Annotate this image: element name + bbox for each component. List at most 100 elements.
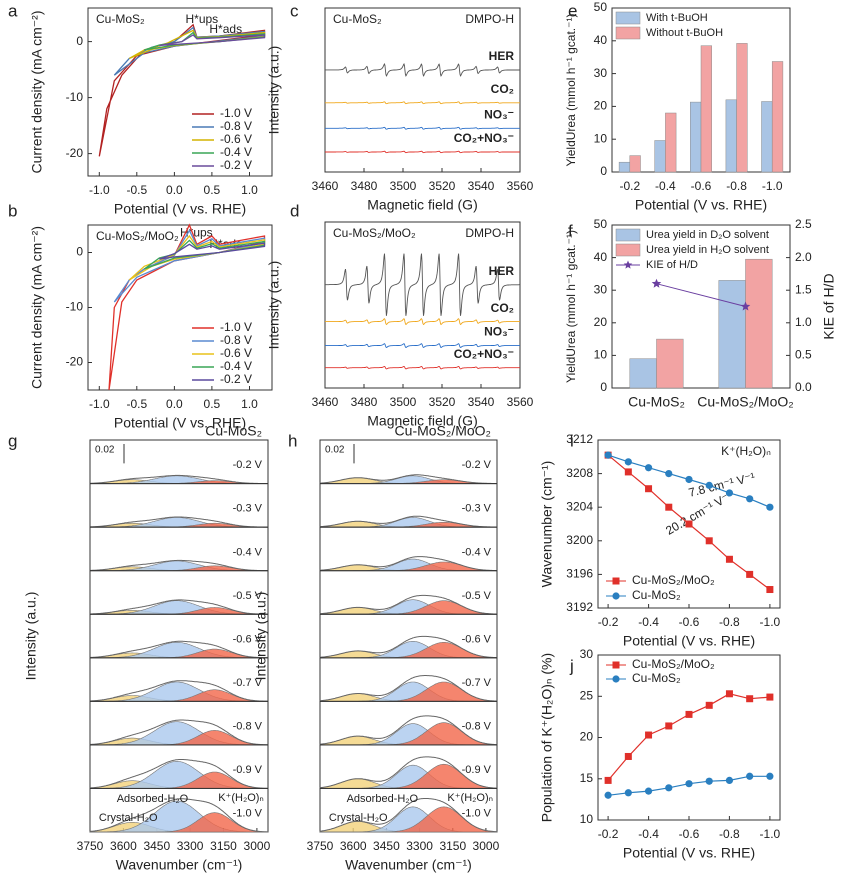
trace-label: NO₃⁻ bbox=[484, 325, 514, 339]
y-tick-label: 20 bbox=[594, 315, 608, 329]
x-tick-label: 3600 bbox=[340, 839, 367, 853]
data-point bbox=[746, 495, 754, 503]
y-tick-label: -20 bbox=[66, 355, 84, 369]
y-tick-label: -20 bbox=[66, 146, 84, 160]
legend-label: -0.8 V bbox=[220, 333, 252, 347]
row-label: -0.3 V bbox=[233, 503, 263, 515]
envelope bbox=[319, 515, 498, 528]
scale-bar-label: 0.02 bbox=[95, 445, 115, 456]
x-tick-label: 3150 bbox=[210, 839, 237, 853]
row-label: -0.2 V bbox=[462, 459, 492, 471]
envelope bbox=[319, 756, 498, 789]
legend-label: Cu-MoS₂ bbox=[632, 588, 681, 602]
y-tick-label: 3196 bbox=[566, 567, 593, 581]
y-tick-label: 40 bbox=[594, 33, 608, 47]
legend-swatch bbox=[615, 26, 641, 40]
x-tick-label: 3540 bbox=[468, 179, 495, 193]
envelope bbox=[320, 556, 497, 572]
x-tick-label: 3300 bbox=[406, 839, 433, 853]
x-tick-label: 3560 bbox=[507, 395, 534, 409]
y-tick-label: 20 bbox=[594, 99, 608, 113]
row-label: -0.7 V bbox=[233, 677, 263, 689]
bar bbox=[700, 45, 712, 173]
line-series bbox=[656, 283, 746, 307]
x-tick-label: 3450 bbox=[373, 839, 400, 853]
y-axis-label: Intensity (a.u.) bbox=[266, 261, 282, 350]
y-axis-label: Intensity (a.u.) bbox=[253, 592, 269, 681]
y-tick-label: 10 bbox=[594, 131, 608, 145]
panel-letter: f bbox=[568, 221, 573, 240]
y-tick-label: 15 bbox=[580, 771, 594, 785]
x-tick-label: -0.2 bbox=[598, 827, 619, 841]
cv-curve bbox=[159, 34, 266, 47]
legend-marker bbox=[612, 592, 620, 600]
x-tick-label: -0.6 bbox=[679, 827, 700, 841]
envelope bbox=[90, 599, 268, 615]
row-label: -0.4 V bbox=[233, 546, 263, 558]
data-point bbox=[685, 520, 693, 528]
row-label: -0.6 V bbox=[462, 633, 492, 645]
x-tick-label: -0.8 bbox=[719, 827, 740, 841]
legend-label: Urea yield in H₂O solvent bbox=[646, 244, 769, 256]
data-point bbox=[644, 787, 653, 795]
legend-label: -0.2 V bbox=[220, 372, 252, 386]
x-tick-label: -1.0 bbox=[760, 615, 781, 629]
panel-letter: b bbox=[8, 201, 17, 220]
x-tick-label: 3300 bbox=[177, 839, 204, 853]
row-label: -0.7 V bbox=[462, 677, 492, 689]
bar bbox=[665, 112, 677, 173]
legend-marker bbox=[612, 577, 620, 585]
cv-curve bbox=[144, 31, 266, 51]
row-label: -1.0 V bbox=[462, 808, 492, 820]
epr-trace bbox=[325, 318, 520, 326]
plot-frame bbox=[597, 654, 781, 821]
data-point bbox=[685, 780, 693, 788]
data-point bbox=[705, 701, 713, 709]
y2-tick-label: 0.0 bbox=[795, 380, 812, 394]
data-point bbox=[685, 710, 693, 718]
x-tick-label: 1.0 bbox=[241, 397, 258, 411]
component-label: K⁺(H₂O)ₙ bbox=[447, 792, 493, 804]
component-label: Adsorbed-H₂O bbox=[117, 793, 189, 805]
envelope bbox=[90, 474, 268, 484]
y-axis-label: Intensity (a.u.) bbox=[266, 46, 282, 135]
envelope bbox=[89, 516, 268, 528]
x-tick-label: 3750 bbox=[77, 839, 104, 853]
x-tick-label: 3500 bbox=[390, 179, 417, 193]
x-tick-label: 3750 bbox=[307, 839, 334, 853]
panel-letter: e bbox=[568, 1, 577, 20]
y-axis-label: Population of K⁺(H₂O)ₙ (%) bbox=[539, 653, 555, 822]
y-tick-label: 3208 bbox=[566, 466, 593, 480]
legend-label: -0.4 V bbox=[220, 145, 252, 159]
cv-curve bbox=[128, 29, 266, 60]
data-point bbox=[604, 776, 612, 784]
x-tick-label: 0.0 bbox=[166, 397, 183, 411]
panel-title: Cu-MoS₂/MoO₂ bbox=[333, 226, 416, 240]
y2-tick-label: 1.0 bbox=[795, 315, 812, 329]
x-tick-label: -0.8 bbox=[726, 179, 747, 193]
data-point bbox=[644, 464, 653, 472]
data-point bbox=[665, 503, 673, 511]
data-point bbox=[604, 791, 612, 799]
x-tick-label: 3600 bbox=[110, 839, 137, 853]
row-label: -0.8 V bbox=[233, 721, 263, 733]
row-label: -0.9 V bbox=[462, 764, 492, 776]
panel-title: Cu-MoS₂/MoO₂ bbox=[395, 423, 491, 439]
x-tick-label: -1.0 bbox=[89, 183, 110, 197]
x-axis-label: Potential (V vs. RHE) bbox=[623, 633, 755, 649]
data-point bbox=[624, 458, 632, 466]
epr-trace bbox=[325, 366, 520, 370]
y-tick-label: 20 bbox=[580, 730, 594, 744]
plot-frame bbox=[87, 7, 273, 177]
y-tick-label: 40 bbox=[594, 250, 608, 264]
data-point bbox=[665, 722, 673, 730]
data-point bbox=[740, 301, 751, 311]
data-point bbox=[746, 772, 754, 780]
legend-label: -0.6 V bbox=[220, 346, 252, 360]
y2-tick-label: 2.0 bbox=[795, 250, 812, 264]
x-tick-label: 3000 bbox=[244, 839, 271, 853]
x-tick-label: -0.5 bbox=[126, 183, 147, 197]
legend-label: -0.2 V bbox=[220, 158, 252, 172]
legend-label: KIE of H/D bbox=[646, 259, 698, 271]
y-tick-label: 30 bbox=[580, 647, 594, 661]
